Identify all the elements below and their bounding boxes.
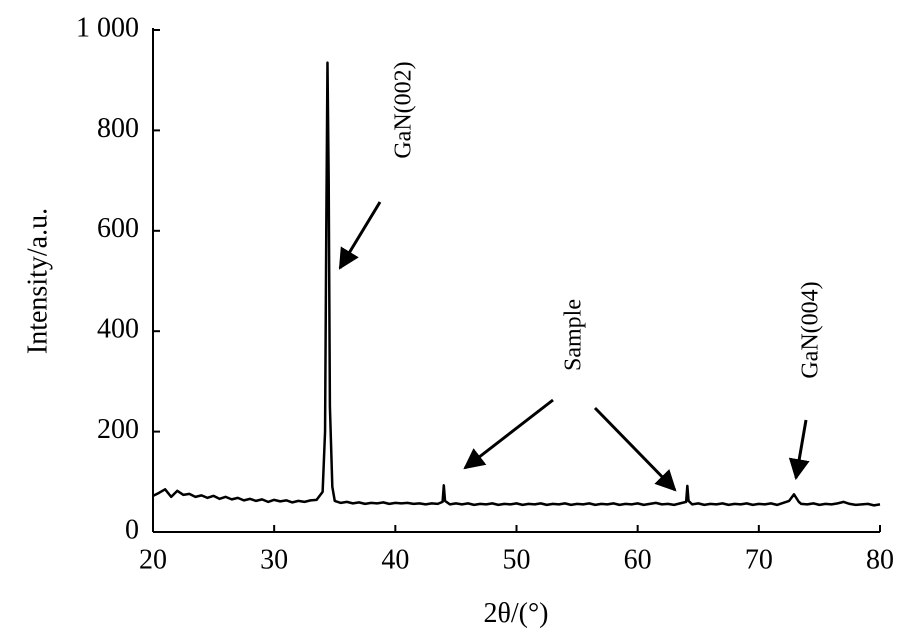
y-tick-label: 200 <box>97 414 139 445</box>
x-tick-label: 50 <box>503 544 531 575</box>
x-tick-label: 80 <box>866 544 894 575</box>
x-tick-label: 60 <box>624 544 652 575</box>
x-tick-label: 40 <box>381 544 409 575</box>
y-axis-label: Intensity/a.u. <box>22 208 53 354</box>
data-line <box>152 61 881 507</box>
x-axis-label: 2θ/(°) <box>483 598 548 629</box>
y-tick-label: 0 <box>125 514 139 545</box>
annotation: GaN(004) <box>798 281 824 378</box>
y-tick-label: 800 <box>97 113 139 144</box>
x-tick-label: 30 <box>260 544 288 575</box>
y-tick-label: 400 <box>97 314 139 345</box>
x-tick-label: 70 <box>745 544 773 575</box>
y-tick-label: 600 <box>97 213 139 244</box>
y-tick-label: 1 000 <box>76 12 139 43</box>
arrows <box>338 201 810 492</box>
annotation: GaN(002) <box>391 61 417 158</box>
x-tick-label: 20 <box>139 544 167 575</box>
annotation: Sample <box>561 299 587 371</box>
